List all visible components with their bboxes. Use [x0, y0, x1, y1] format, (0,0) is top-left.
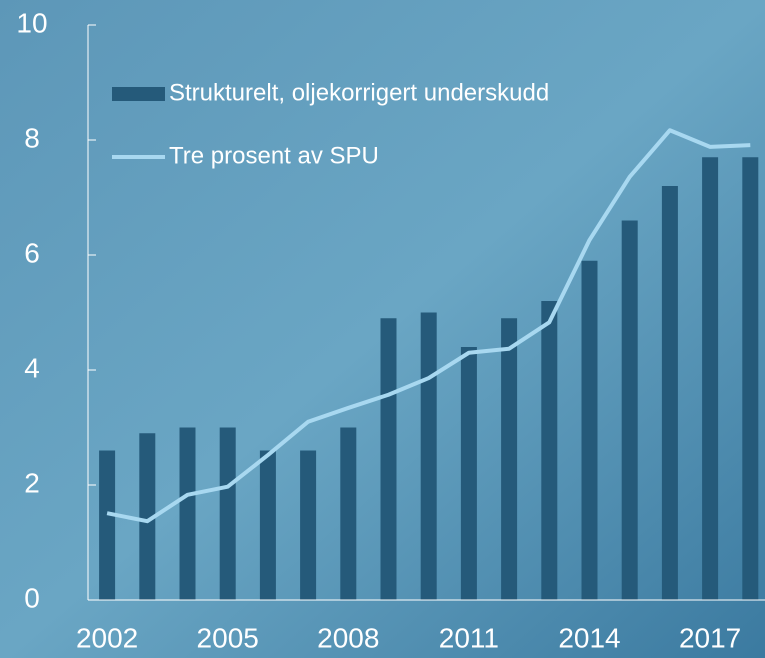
y-tick-label: 2 — [24, 467, 40, 498]
bar — [300, 450, 317, 600]
bar — [420, 312, 437, 600]
bar — [501, 318, 518, 600]
legend-label: Tre prosent av SPU — [169, 142, 379, 169]
bar — [380, 318, 397, 600]
x-tick-label: 2014 — [558, 622, 620, 653]
y-tick-label: 4 — [24, 352, 40, 383]
legend-label: Strukturelt, oljekorrigert underskudd — [169, 79, 549, 106]
bar — [702, 157, 719, 600]
x-tick-label: 2008 — [317, 622, 379, 653]
bar — [219, 427, 236, 600]
x-tick-label: 2017 — [679, 622, 741, 653]
y-tick-label: 0 — [24, 582, 40, 613]
x-tick-label: 2005 — [197, 622, 259, 653]
bar — [460, 347, 477, 600]
x-tick-label: 2011 — [439, 622, 499, 653]
bar — [661, 186, 678, 600]
y-tick-label: 6 — [24, 237, 40, 268]
bar — [742, 157, 759, 600]
x-tick-label: 2002 — [76, 622, 138, 653]
bar — [621, 220, 638, 600]
bar — [179, 427, 196, 600]
bar — [139, 433, 156, 600]
bar — [259, 450, 276, 600]
y-tick-label: 10 — [16, 7, 47, 38]
bar — [99, 450, 116, 600]
legend-swatch — [112, 87, 165, 101]
bar — [340, 427, 357, 600]
line — [106, 128, 751, 524]
y-tick-label: 8 — [24, 122, 40, 153]
bar — [581, 260, 598, 600]
bar — [541, 301, 558, 600]
